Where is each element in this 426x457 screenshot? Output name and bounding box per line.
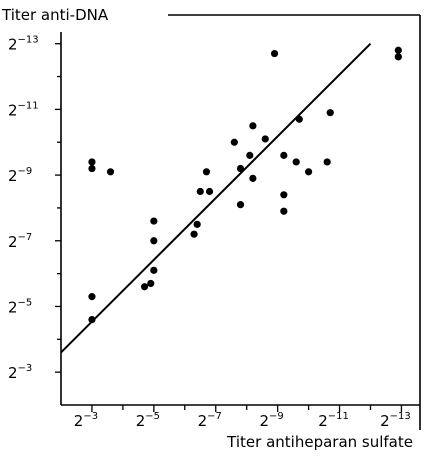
data-point [280,151,288,159]
data-points [88,46,402,324]
data-point [150,237,158,245]
data-point [150,217,158,225]
data-point [140,283,149,291]
x-tick-label: 2−3 [74,411,98,430]
data-point [236,164,245,173]
data-point [193,220,201,228]
data-point [88,158,96,166]
regression-line [60,42,372,354]
data-point [246,151,254,159]
x-tick-label: 2−7 [198,411,222,430]
y-axis-title: Titer anti-DNA [1,6,109,24]
data-point [88,316,96,324]
data-point [147,279,155,288]
axes [55,14,421,430]
y-tick-label: 2−11 [8,100,39,119]
data-point [205,187,214,196]
data-point [150,266,158,274]
data-point [230,138,238,146]
data-point [394,53,402,61]
data-point [106,168,115,176]
data-point [88,164,96,173]
x-axis-title: Titer antiheparan sulfate [226,433,413,451]
y-tick-label: 2−3 [8,363,32,382]
data-point [280,191,288,199]
data-point [270,49,279,58]
y-tick-label: 2−13 [8,35,39,54]
data-point [261,135,269,143]
data-point [304,168,313,176]
data-point [236,201,245,209]
data-point [196,187,204,196]
regression-layer [60,42,372,354]
x-tick-label: 2−9 [259,411,283,430]
y-tick-label: 2−9 [8,166,32,185]
x-tick-label: 2−11 [318,411,349,430]
data-point [249,122,257,130]
data-point [295,115,303,123]
data-point [202,168,211,176]
x-tick-label: 2−5 [136,411,160,430]
data-point [190,230,198,238]
y-tick-label: 2−5 [8,297,32,316]
data-point [394,46,402,54]
data-point [323,158,331,166]
data-point [326,109,334,117]
data-point [88,293,96,301]
data-point [280,207,288,215]
tick-labels: 2−3 2−5 2−7 2−9 2−11 2−13 2−3 2−5 2−7 2−9 2−11 2−13 [8,35,411,430]
x-tick-label: 2−13 [380,411,411,430]
data-point [249,174,257,182]
y-tick-label: 2−7 [8,232,32,251]
data-point [292,158,300,166]
